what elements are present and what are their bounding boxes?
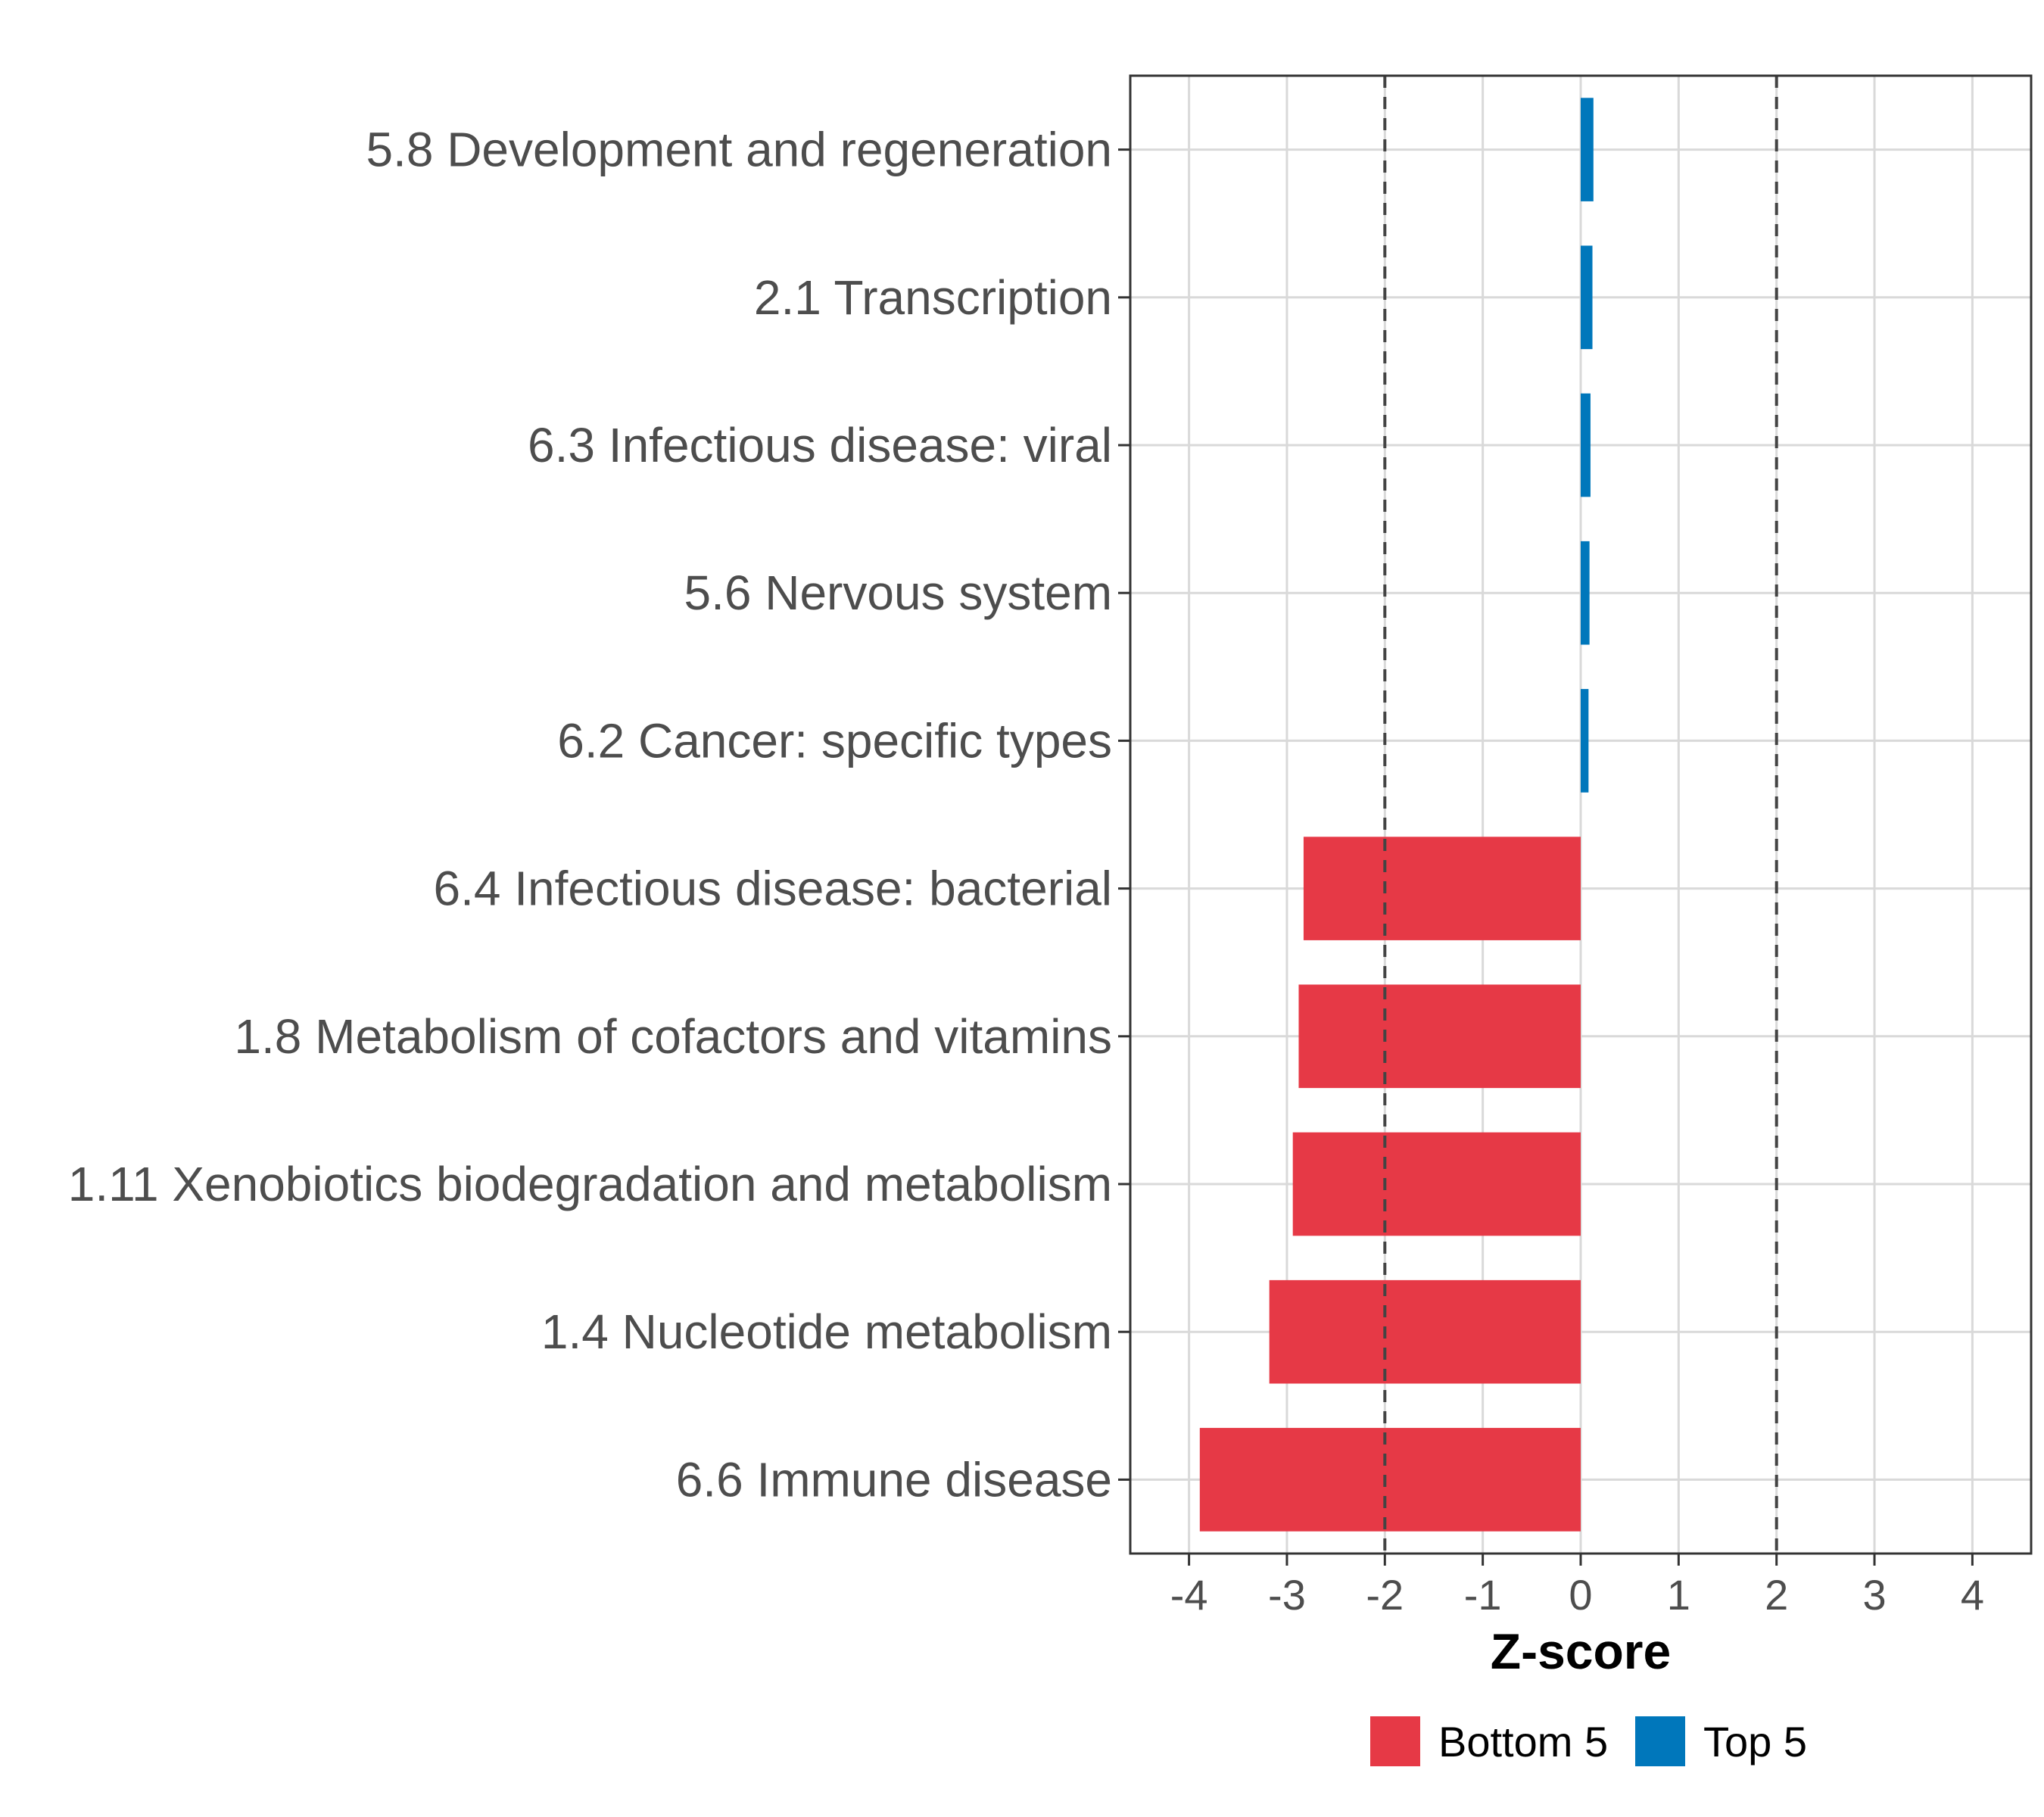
category-label-6-3-infectious-disease-viral: 6.3 Infectious disease: viral [528, 418, 1112, 472]
x-tick-label: 0 [1569, 1571, 1592, 1619]
bar-1-11-xenobiotics-biodegradation-and-metabolism [1292, 1132, 1581, 1236]
bar-6-6-immune-disease [1199, 1428, 1581, 1532]
x-tick-label: -4 [1170, 1571, 1208, 1619]
x-axis-title: Z-score [1491, 1623, 1671, 1679]
x-tick-label: 4 [1961, 1571, 1984, 1619]
x-axis-ticks: -4 -3 -2 -1 0 1 2 3 4 [1170, 1554, 1984, 1619]
category-label-1-4-nucleotide-metabolism: 1.4 Nucleotide metabolism [541, 1304, 1112, 1359]
category-label-6-2-cancer-specific-types: 6.2 Cancer: specific types [557, 713, 1112, 768]
bar-2-1-transcription [1581, 245, 1593, 350]
x-tick-label: 2 [1765, 1571, 1788, 1619]
bar-6-3-infectious-disease-viral [1581, 393, 1591, 497]
x-tick-label: 3 [1862, 1571, 1886, 1619]
category-label-5-8-development-and-regeneration: 5.8 Development and regeneration [366, 123, 1112, 177]
legend-swatch-top-5 [1635, 1716, 1685, 1766]
category-label-1-8-metabolism-of-cofactors-and-vitamins: 1.8 Metabolism of cofactors and vitamins [234, 1009, 1112, 1064]
category-label-6-4-infectious-disease-bacterial: 6.4 Infectious disease: bacterial [433, 862, 1112, 916]
legend-label-bottom-5: Bottom 5 [1438, 1718, 1608, 1766]
category-label-5-6-nervous-system: 5.6 Nervous system [684, 566, 1112, 620]
category-label-2-1-transcription: 2.1 Transcription [754, 270, 1112, 325]
x-tick-label: -2 [1366, 1571, 1404, 1619]
x-tick-label: -1 [1464, 1571, 1502, 1619]
x-tick-label: -3 [1268, 1571, 1306, 1619]
bar-6-4-infectious-disease-bacterial [1303, 837, 1581, 940]
legend-label-top-5: Top 5 [1703, 1718, 1807, 1766]
bar-1-8-metabolism-of-cofactors-and-vitamins [1298, 984, 1581, 1089]
reference-lines [1383, 76, 1778, 1554]
category-label-6-6-immune-disease: 6.6 Immune disease [676, 1452, 1112, 1507]
legend: Bottom 5 Top 5 [1370, 1716, 1807, 1766]
x-tick-label: 1 [1667, 1571, 1690, 1619]
bar-1-4-nucleotide-metabolism [1269, 1279, 1581, 1384]
bar-5-8-development-and-regeneration [1581, 98, 1594, 201]
legend-swatch-bottom-5 [1370, 1716, 1420, 1766]
bar-5-6-nervous-system [1581, 541, 1590, 645]
category-labels: 5.8 Development and regeneration 2.1 Tran… [68, 123, 1130, 1507]
bar-layer [1199, 98, 1594, 1532]
bar-6-2-cancer-specific-types [1581, 689, 1589, 793]
category-label-1-11-xenobiotics-biodegradation-and-metabolism: 1.11 Xenobiotics biodegradation and meta… [68, 1157, 1112, 1211]
